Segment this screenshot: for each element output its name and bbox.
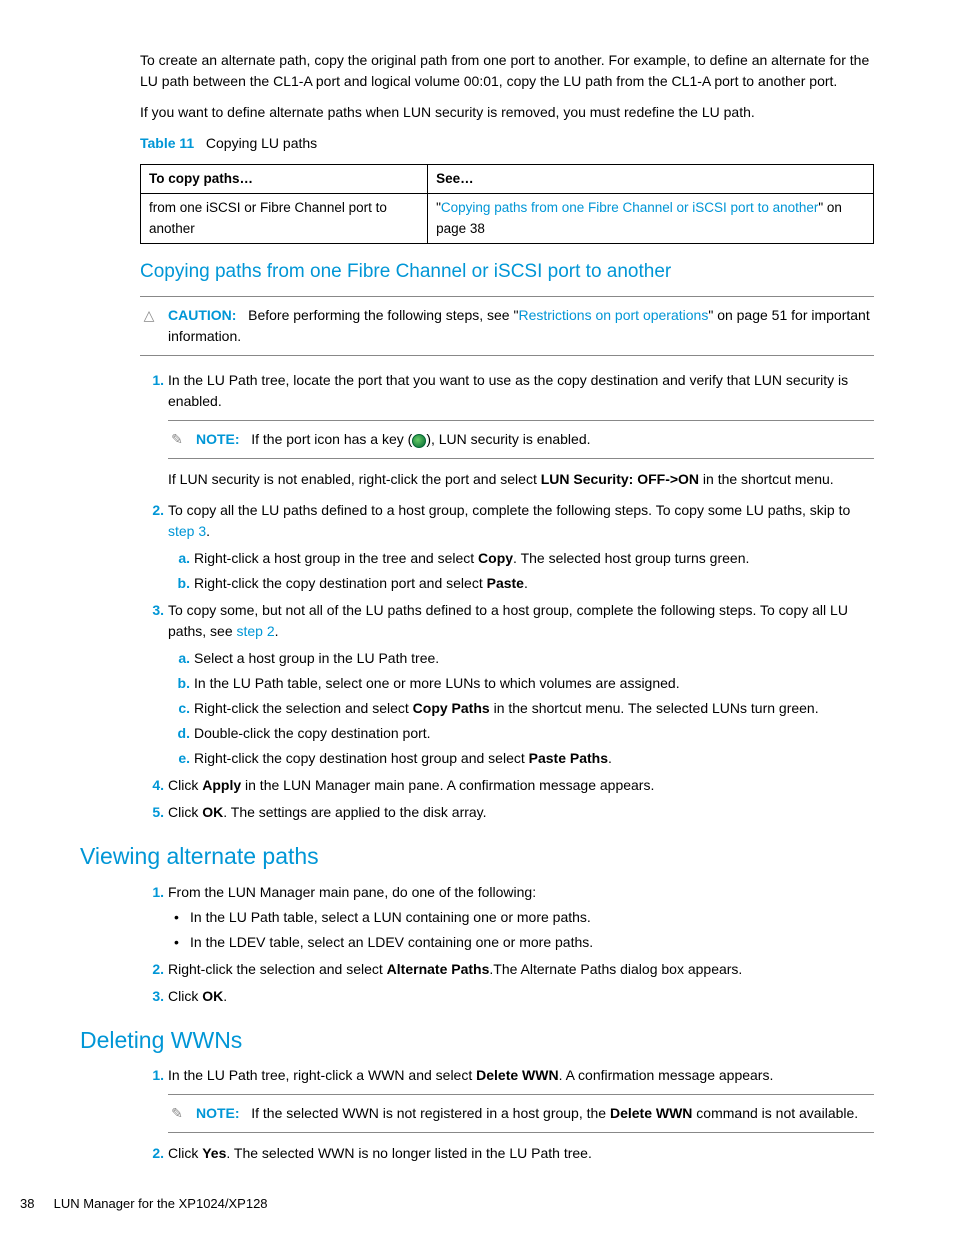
step-3-substeps: Select a host group in the LU Path tree.… [168,648,874,769]
caution-label: CAUTION: [168,307,236,323]
note-label: NOTE: [196,431,240,447]
step-3a: Select a host group in the LU Path tree. [168,648,874,669]
note-callout: ✎ NOTE: If the port icon has a key (), L… [168,429,874,450]
del-step-1: In the LU Path tree, right-click a WWN a… [140,1065,874,1133]
page-number: 38 [20,1194,50,1214]
note-label: NOTE: [196,1105,240,1121]
section-title-deleting: Deleting WWNs [80,1023,874,1058]
step-1: In the LU Path tree, locate the port tha… [140,370,874,490]
caution-callout: △ CAUTION: Before performing the followi… [140,305,874,347]
table-label: Table 11 [140,135,194,151]
view-step-2: Right-click the selection and select Alt… [140,959,874,980]
step-3b: In the LU Path table, select one or more… [168,673,874,694]
step-4: Click Apply in the LUN Manager main pane… [140,775,874,796]
divider [168,1094,874,1095]
page-content: To create an alternate path, copy the or… [140,50,874,1164]
step-1-after-note: If LUN security is not enabled, right-cl… [168,469,874,490]
caution-icon: △ [140,305,158,324]
view-step-3: Click OK. [140,986,874,1007]
note-icon: ✎ [168,429,186,448]
copying-lu-paths-table: To copy paths… See… from one iSCSI or Fi… [140,164,874,244]
page-footer: 38 LUN Manager for the XP1024/XP128 [20,1194,874,1214]
footer-title: LUN Manager for the XP1024/XP128 [54,1196,268,1211]
step-3: To copy some, but not all of the LU path… [140,600,874,769]
table-header-copy: To copy paths… [141,165,428,194]
view-step-1: From the LUN Manager main pane, do one o… [140,882,874,953]
copying-steps-list: In the LU Path tree, locate the port tha… [140,370,874,823]
table-caption-text: Copying LU paths [206,135,317,151]
divider [140,296,874,297]
divider [168,458,874,459]
step-2a: Right-click a host group in the tree and… [168,548,874,569]
table-header-see: See… [428,165,874,194]
step-2: To copy all the LU paths defined to a ho… [140,500,874,594]
table-cell-source: from one iSCSI or Fibre Channel port to … [141,194,428,244]
step-2b: Right-click the copy destination port an… [168,573,874,594]
section-title-viewing: Viewing alternate paths [80,839,874,874]
intro-paragraph-2: If you want to define alternate paths wh… [140,102,874,123]
step-2-substeps: Right-click a host group in the tree and… [168,548,874,594]
view-option-1: In the LU Path table, select a LUN conta… [168,907,874,928]
step2-link[interactable]: step 2 [237,623,275,639]
note-callout: ✎ NOTE: If the selected WWN is not regis… [168,1103,874,1124]
restrictions-link[interactable]: Restrictions on port operations [518,307,708,323]
step-5: Click OK. The settings are applied to th… [140,802,874,823]
viewing-steps-list: From the LUN Manager main pane, do one o… [140,882,874,1007]
step-3e: Right-click the copy destination host gr… [168,748,874,769]
table-row: from one iSCSI or Fibre Channel port to … [141,194,874,244]
step3-link[interactable]: step 3 [168,523,206,539]
copying-paths-link[interactable]: Copying paths from one Fibre Channel or … [441,200,818,215]
view-step-1-options: In the LU Path table, select a LUN conta… [168,907,874,953]
divider [168,1132,874,1133]
note-icon: ✎ [168,1103,186,1122]
divider [168,420,874,421]
intro-paragraph-1: To create an alternate path, copy the or… [140,50,874,92]
divider [140,355,874,356]
view-option-2: In the LDEV table, select an LDEV contai… [168,932,874,953]
section-title-copying: Copying paths from one Fibre Channel or … [140,258,874,287]
table-caption: Table 11 Copying LU paths [140,133,874,154]
step-3d: Double-click the copy destination port. [168,723,874,744]
deleting-steps-list: In the LU Path tree, right-click a WWN a… [140,1065,874,1164]
del-step-2: Click Yes. The selected WWN is no longer… [140,1143,874,1164]
table-cell-link: "Copying paths from one Fibre Channel or… [428,194,874,244]
key-port-icon [412,434,426,448]
step-3c: Right-click the selection and select Cop… [168,698,874,719]
